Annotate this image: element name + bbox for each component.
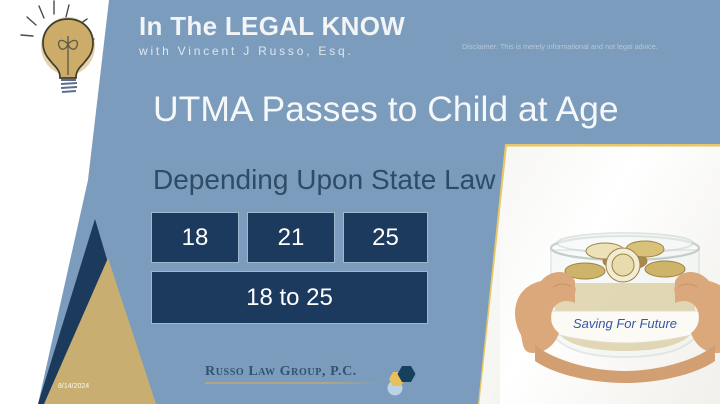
svg-text:Saving For Future: Saving For Future: [573, 316, 677, 331]
svg-text:8/14/2024: 8/14/2024: [58, 383, 89, 390]
